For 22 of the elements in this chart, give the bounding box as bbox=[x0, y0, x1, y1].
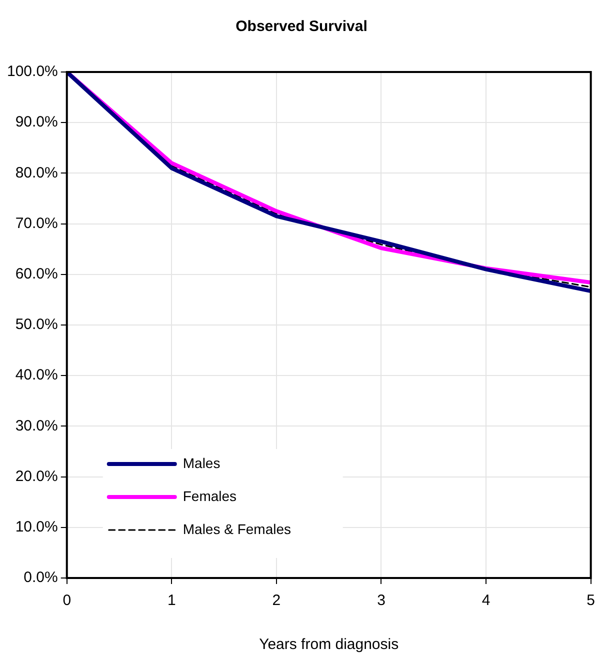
y-tick-label: 80.0% bbox=[15, 164, 58, 182]
y-tick-label: 10.0% bbox=[15, 518, 58, 536]
legend-label: Females bbox=[182, 488, 237, 504]
y-tick-label: 20.0% bbox=[15, 468, 58, 485]
y-tick-label: 0.0% bbox=[24, 569, 58, 586]
x-tick-label: 3 bbox=[377, 592, 386, 610]
y-tick-label: 30.0% bbox=[15, 417, 58, 434]
x-tick-label: 2 bbox=[272, 592, 281, 610]
x-tick-label: 5 bbox=[586, 592, 595, 610]
y-tick-label: 70.0% bbox=[15, 214, 58, 232]
chart-title: Observed Survival bbox=[234, 18, 368, 35]
x-tick-label: 0 bbox=[62, 592, 72, 610]
y-tick-label: 50.0% bbox=[15, 316, 58, 334]
x-tick-label: 4 bbox=[482, 592, 490, 610]
y-tick-label: 60.0% bbox=[15, 266, 58, 283]
legend-label: Males & Females bbox=[182, 520, 292, 537]
y-tick-label: 40.0% bbox=[15, 366, 58, 384]
y-tick-label: 100.0% bbox=[7, 63, 58, 80]
legend-label: Males bbox=[182, 454, 220, 471]
x-axis-title: Years from diagnosis bbox=[259, 636, 399, 654]
y-tick-label: 90.0% bbox=[15, 114, 58, 131]
x-tick-label: 1 bbox=[167, 592, 176, 610]
